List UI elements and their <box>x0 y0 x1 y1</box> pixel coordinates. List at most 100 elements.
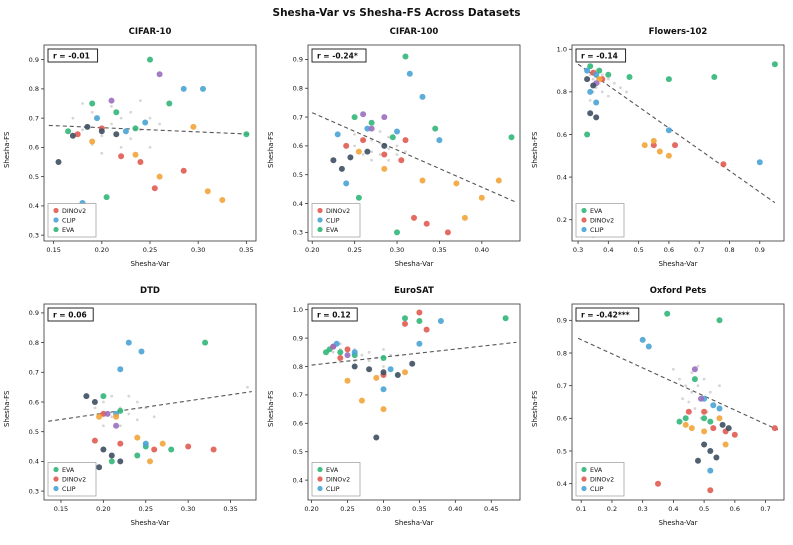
scatter-point <box>210 446 217 453</box>
scatter-point <box>711 74 718 80</box>
scatter-point <box>132 125 139 132</box>
x-tick-label: 0.4 <box>603 246 613 254</box>
x-axis-label: Shesha-Var <box>130 260 170 268</box>
y-tick-label: 0.6 <box>557 415 567 423</box>
scatter-point <box>380 386 387 393</box>
panel-body: Shesha-FS 0.15 0.20 0.25 0.30 0.35 0.3 0.4 0.5 0… <box>0 298 262 518</box>
correlation-label: r = 0.06 <box>53 311 87 320</box>
scatter-point <box>665 127 672 134</box>
bg-scatter-point <box>152 415 156 419</box>
scatter-point <box>584 131 591 138</box>
x-tick-label: 0.40 <box>475 246 489 254</box>
bg-scatter-point <box>619 86 622 89</box>
scatter-point <box>74 131 81 138</box>
scatter-point <box>142 119 149 126</box>
bg-scatter-point <box>681 397 684 401</box>
x-axis-label: Shesha-Var <box>394 519 434 527</box>
scatter-point <box>650 137 657 144</box>
scatter-point <box>219 197 226 203</box>
legend-marker-dinov2 <box>581 217 587 223</box>
scatter-point <box>330 343 337 350</box>
y-tick-label: 0.6 <box>293 420 303 428</box>
scatter-point <box>655 480 661 487</box>
bg-scatter-point <box>367 359 371 363</box>
scatter-point <box>156 71 163 78</box>
scatter-point <box>508 134 515 141</box>
scatter-point <box>716 405 723 412</box>
legend-label-clip: CLIP <box>326 217 340 224</box>
legend-label-dinov2: DINOv2 <box>326 208 350 215</box>
scatter-point <box>596 67 603 74</box>
y-tick-label: 0.4 <box>557 173 567 181</box>
bg-scatter-point <box>696 364 700 368</box>
y-tick-label: 0.4 <box>293 200 303 208</box>
bg-scatter-point <box>246 385 249 389</box>
bg-scatter-point <box>353 133 356 136</box>
legend-label-eva: EVA <box>326 227 339 234</box>
scatter-point <box>355 148 362 155</box>
scatter-point <box>701 408 708 415</box>
scatter-point <box>719 421 726 428</box>
scatter-point <box>436 137 443 144</box>
scatter-point <box>419 93 426 100</box>
scatter-point <box>406 70 413 77</box>
panel-eurosat: EuroSAT Shesha-FS 0.20 0.25 0.30 0.35 0.40 0.… <box>264 285 528 530</box>
scatter-point <box>108 452 115 459</box>
scatter-point <box>147 458 153 465</box>
bg-scatter-point <box>353 144 356 148</box>
scatter-point <box>641 142 648 149</box>
panel-title-cifar-10: CIFAR-10 <box>128 27 172 37</box>
scatter-point <box>701 415 708 422</box>
x-tick-label: 0.6 <box>664 246 674 254</box>
correlation-box <box>575 48 627 63</box>
y-tick-label: 0.8 <box>557 88 567 96</box>
plot-border <box>571 303 785 501</box>
correlation-label: r = -0.14 <box>581 52 618 61</box>
scatter-point <box>113 109 120 116</box>
subplot-grid: CIFAR-10 Shesha-FS 0.15 0.20 0.25 0.30 0.35 0… <box>0 22 793 530</box>
legend-label-clip: CLIP <box>590 486 604 493</box>
scatter-point <box>96 413 103 420</box>
bg-scatter-point <box>100 151 104 155</box>
scatter-point <box>502 315 509 322</box>
bg-scatter-point <box>588 99 592 102</box>
scatter-point <box>380 369 387 376</box>
scatter-point <box>368 125 375 132</box>
scatter-point <box>360 111 367 118</box>
scatter-point <box>771 61 778 68</box>
scatter-point <box>343 180 350 187</box>
scatter-point <box>590 82 597 89</box>
y-tick-label: 0.9 <box>293 334 303 342</box>
correlation-box <box>47 307 94 322</box>
legend-marker-clip <box>581 226 587 233</box>
trend-line <box>48 391 252 422</box>
y-tick-label: 0.5 <box>29 428 39 436</box>
bg-scatter-point <box>613 81 616 85</box>
legend-label-clip: CLIP <box>62 217 76 224</box>
panel-body: Shesha-FS 0.15 0.20 0.25 0.30 0.35 0.3 0.4 0.5 0… <box>0 39 262 259</box>
plot-eurosat: 0.20 0.25 0.30 0.35 0.40 0.45 0.4 0.5 0.6 0.7 0.8 0… <box>293 303 521 513</box>
correlation-box <box>47 48 99 63</box>
x-tick-label: 0.15 <box>46 246 60 254</box>
y-tick-label: 0.5 <box>557 447 567 455</box>
x-tick-label: 0.1 <box>576 505 586 513</box>
scatter-point <box>366 366 373 373</box>
bg-scatter-point <box>693 407 697 410</box>
legend-label-dinov2: DINOv2 <box>590 217 614 224</box>
scatter-point <box>731 431 738 438</box>
bg-scatter-point <box>370 158 373 162</box>
y-tick-label: 0.6 <box>557 131 567 139</box>
x-tick-label: 0.30 <box>181 505 195 513</box>
scatter-point <box>645 343 652 350</box>
scatter-point <box>691 366 698 373</box>
legend-marker-eva <box>53 226 59 233</box>
scatter-point <box>596 76 603 83</box>
panel-cifar-100: CIFAR-100 Shesha-FS 0.20 0.25 0.30 0.35 0.40… <box>264 26 528 271</box>
scatter-point <box>122 128 129 135</box>
panel-oxford-pets: Oxford Pets Shesha-FS 0.1 0.2 0.3 0.4 0.5 0.6… <box>528 285 792 530</box>
x-tick-label: 0.6 <box>730 505 740 513</box>
bg-scatter-point <box>135 400 139 404</box>
scatter-point <box>113 422 120 429</box>
scatter-point <box>69 132 76 139</box>
scatter-point <box>707 487 714 494</box>
